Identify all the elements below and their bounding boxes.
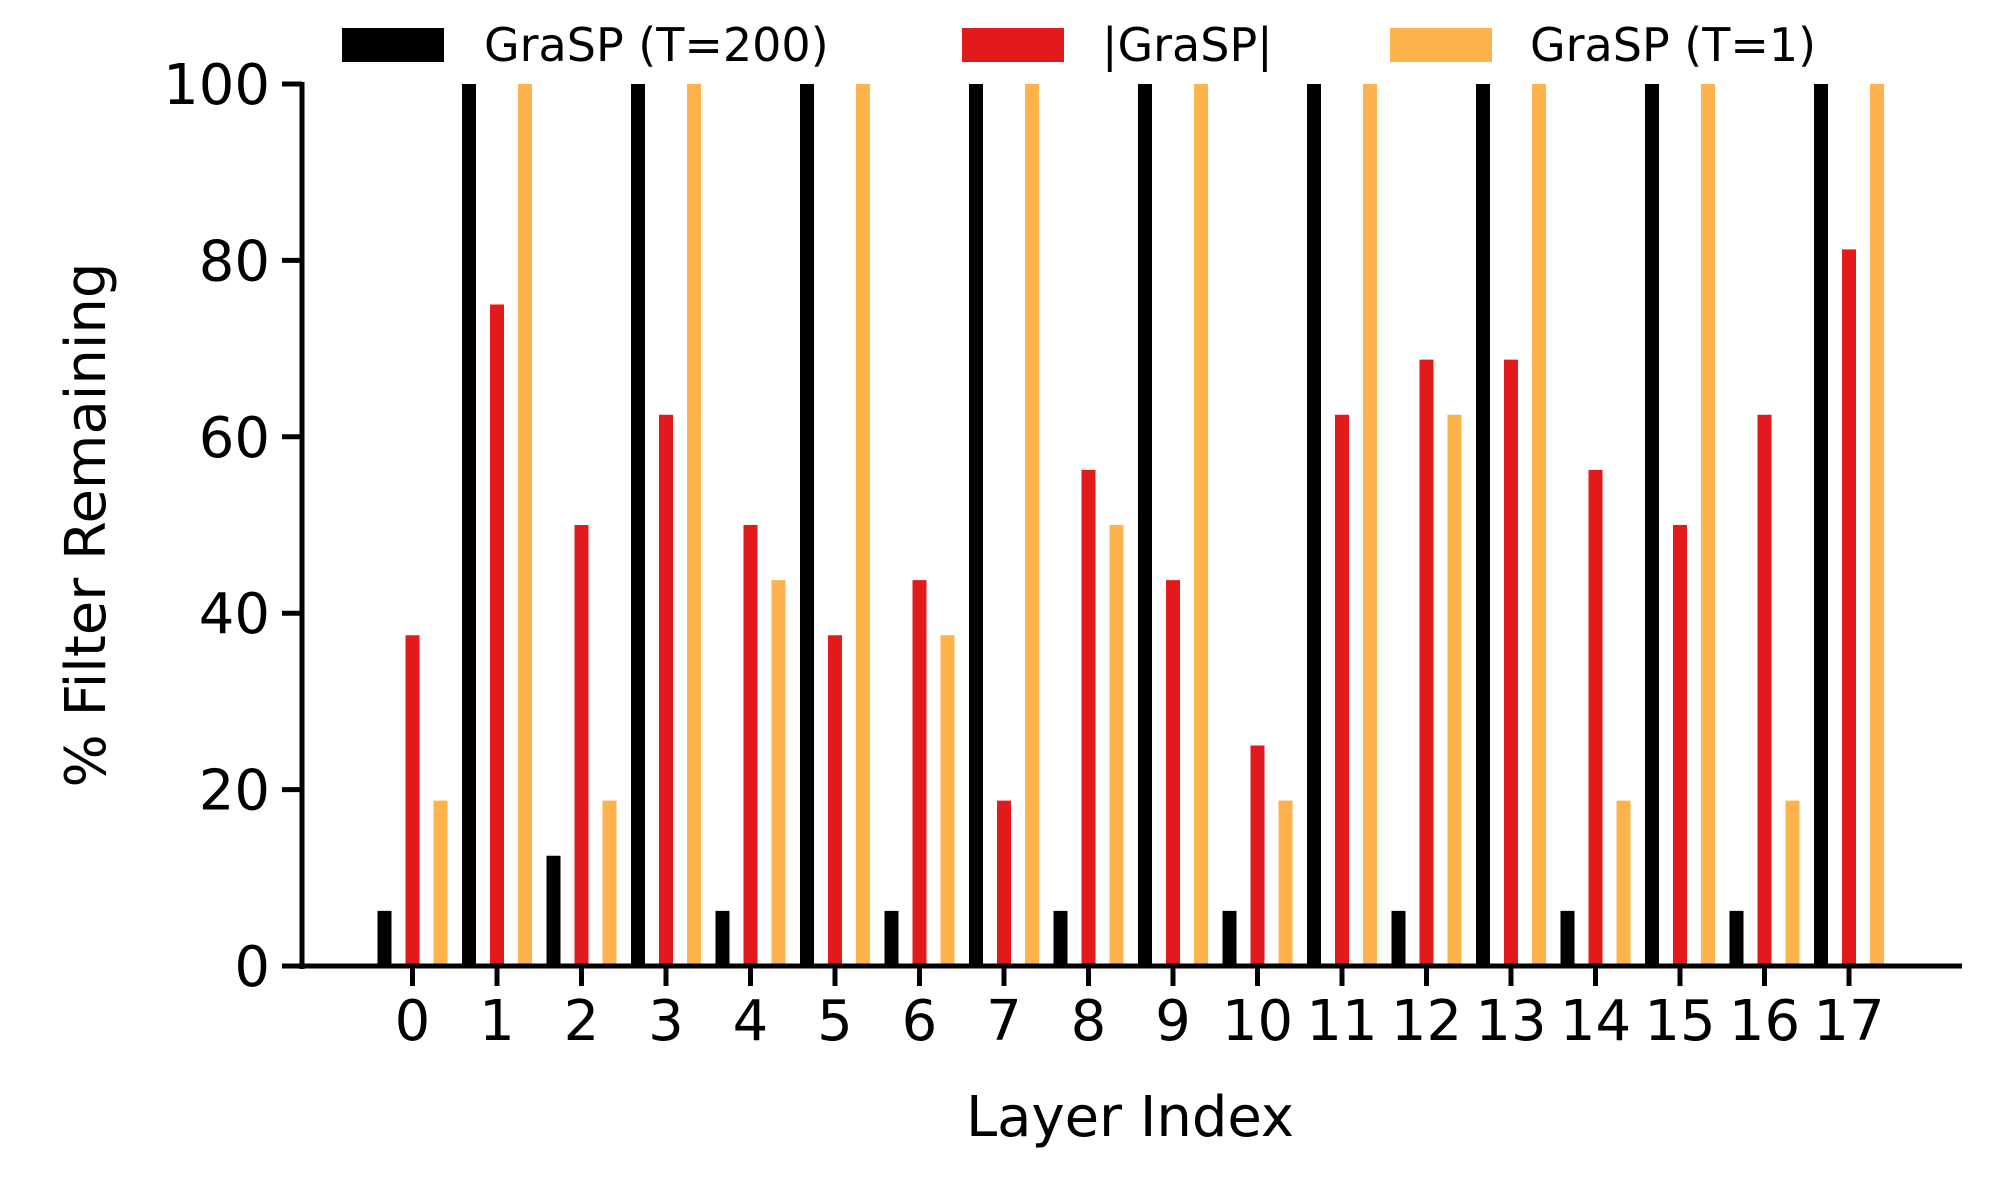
bar-grasp-t-200-layer-17 xyxy=(1814,84,1828,966)
bar-grasp-t-200-layer-3 xyxy=(631,84,645,966)
bar-grasp-t-200-layer-1 xyxy=(462,84,476,966)
y-tick-label-0: 0 xyxy=(234,935,270,1000)
bar-grasp-layer-9 xyxy=(1166,580,1180,966)
bar-grasp-t-1-layer-17 xyxy=(1870,84,1884,966)
legend-swatch-grasp xyxy=(962,28,1064,62)
x-tick-label-4: 4 xyxy=(733,989,769,1054)
x-tick-label-0: 0 xyxy=(395,989,431,1054)
y-axis-title: % Filter Remaining xyxy=(54,263,119,788)
x-tick-label-16: 16 xyxy=(1729,989,1800,1054)
bar-grasp-t-200-layer-12 xyxy=(1391,910,1406,966)
bar-grasp-t-200-layer-0 xyxy=(377,910,392,966)
bar-grasp-t-1-layer-6 xyxy=(940,635,955,966)
bar-grasp-t-200-layer-5 xyxy=(800,84,814,966)
bar-grasp-t-200-layer-16 xyxy=(1729,910,1744,966)
bars-layer xyxy=(377,84,1884,966)
bar-grasp-layer-4 xyxy=(743,525,758,966)
x-tick-label-12: 12 xyxy=(1391,989,1462,1054)
bar-grasp-t-200-layer-6 xyxy=(884,910,899,966)
bar-grasp-t-1-layer-11 xyxy=(1363,84,1377,966)
x-tick-label-15: 15 xyxy=(1644,989,1715,1054)
bar-grasp-t-200-layer-10 xyxy=(1222,910,1237,966)
y-tick-label-40: 40 xyxy=(199,582,270,647)
bar-grasp-layer-8 xyxy=(1081,469,1096,966)
bar-grasp-layer-5 xyxy=(828,635,842,966)
bar-grasp-t-1-layer-7 xyxy=(1025,84,1039,966)
bar-grasp-t-200-layer-8 xyxy=(1053,910,1068,966)
legend-label-grasp-t-200: GraSP (T=200) xyxy=(484,18,829,72)
bar-grasp-t-1-layer-4 xyxy=(771,580,786,966)
bar-grasp-layer-16 xyxy=(1757,414,1772,966)
bar-grasp-t-1-layer-16 xyxy=(1785,800,1800,966)
legend-label-grasp-t-1: GraSP (T=1) xyxy=(1530,18,1816,72)
bar-grasp-layer-1 xyxy=(490,304,504,966)
bar-grasp-t-1-layer-9 xyxy=(1194,84,1208,966)
bar-grasp-layer-13 xyxy=(1504,359,1518,966)
bar-grasp-t-200-layer-13 xyxy=(1476,84,1490,966)
x-tick-label-14: 14 xyxy=(1560,989,1631,1054)
bar-grasp-t-200-layer-9 xyxy=(1138,84,1152,966)
bar-grasp-layer-12 xyxy=(1419,359,1434,966)
x-tick-label-1: 1 xyxy=(479,989,515,1054)
bar-grasp-layer-6 xyxy=(912,580,927,966)
y-tick-label-60: 60 xyxy=(199,406,270,471)
legend-swatch-grasp-t-1 xyxy=(1390,28,1492,62)
x-tick-label-11: 11 xyxy=(1306,989,1377,1054)
legend-swatch-grasp-t-200 xyxy=(342,28,444,62)
y-tick-label-100: 100 xyxy=(163,53,270,118)
bar-grasp-t-1-layer-0 xyxy=(433,800,448,966)
bar-grasp-layer-0 xyxy=(405,635,420,966)
x-tick-label-2: 2 xyxy=(564,989,600,1054)
axes-layer xyxy=(282,81,1962,986)
x-tick-label-13: 13 xyxy=(1475,989,1546,1054)
y-tick-label-20: 20 xyxy=(199,759,270,824)
bar-grasp-layer-14 xyxy=(1588,469,1603,966)
legend-label-grasp: |GraSP| xyxy=(1102,18,1273,73)
bar-grasp-t-1-layer-12 xyxy=(1447,414,1462,966)
x-tick-label-7: 7 xyxy=(986,989,1022,1054)
bar-grasp-t-1-layer-3 xyxy=(687,84,701,966)
bar-grasp-t-1-layer-2 xyxy=(602,800,617,966)
x-tick-label-3: 3 xyxy=(648,989,684,1054)
bar-grasp-t-200-layer-15 xyxy=(1645,84,1659,966)
x-axis-title: Layer Index xyxy=(966,1085,1294,1150)
x-tick-label-6: 6 xyxy=(902,989,938,1054)
bar-grasp-t-200-layer-11 xyxy=(1307,84,1321,966)
x-tick-label-9: 9 xyxy=(1155,989,1191,1054)
bar-grasp-t-200-layer-2 xyxy=(546,855,561,966)
bar-grasp-t-1-layer-1 xyxy=(518,84,532,966)
bar-grasp-layer-2 xyxy=(574,525,589,966)
bar-grasp-t-1-layer-14 xyxy=(1616,800,1631,966)
bar-grasp-layer-15 xyxy=(1673,525,1687,966)
bar-grasp-t-1-layer-10 xyxy=(1278,800,1293,966)
bar-grasp-t-200-layer-7 xyxy=(969,84,983,966)
bar-grasp-layer-17 xyxy=(1842,249,1856,966)
bar-grasp-layer-11 xyxy=(1335,414,1349,966)
bar-grasp-t-1-layer-15 xyxy=(1701,84,1715,966)
bar-grasp-layer-3 xyxy=(659,414,673,966)
x-tick-label-5: 5 xyxy=(817,989,853,1054)
bar-grasp-t-200-layer-14 xyxy=(1560,910,1575,966)
bar-grasp-layer-7 xyxy=(997,800,1011,966)
bar-grasp-t-200-layer-4 xyxy=(715,910,730,966)
x-tick-label-17: 17 xyxy=(1813,989,1884,1054)
x-tick-label-8: 8 xyxy=(1071,989,1107,1054)
bar-grasp-t-1-layer-8 xyxy=(1109,525,1124,966)
bar-grasp-t-1-layer-13 xyxy=(1532,84,1546,966)
y-tick-label-80: 80 xyxy=(199,229,270,294)
legend: GraSP (T=200) |GraSP| GraSP (T=1) xyxy=(342,18,1816,73)
bar-grasp-t-1-layer-5 xyxy=(856,84,870,966)
x-tick-label-10: 10 xyxy=(1222,989,1293,1054)
bar-grasp-layer-10 xyxy=(1250,745,1265,966)
